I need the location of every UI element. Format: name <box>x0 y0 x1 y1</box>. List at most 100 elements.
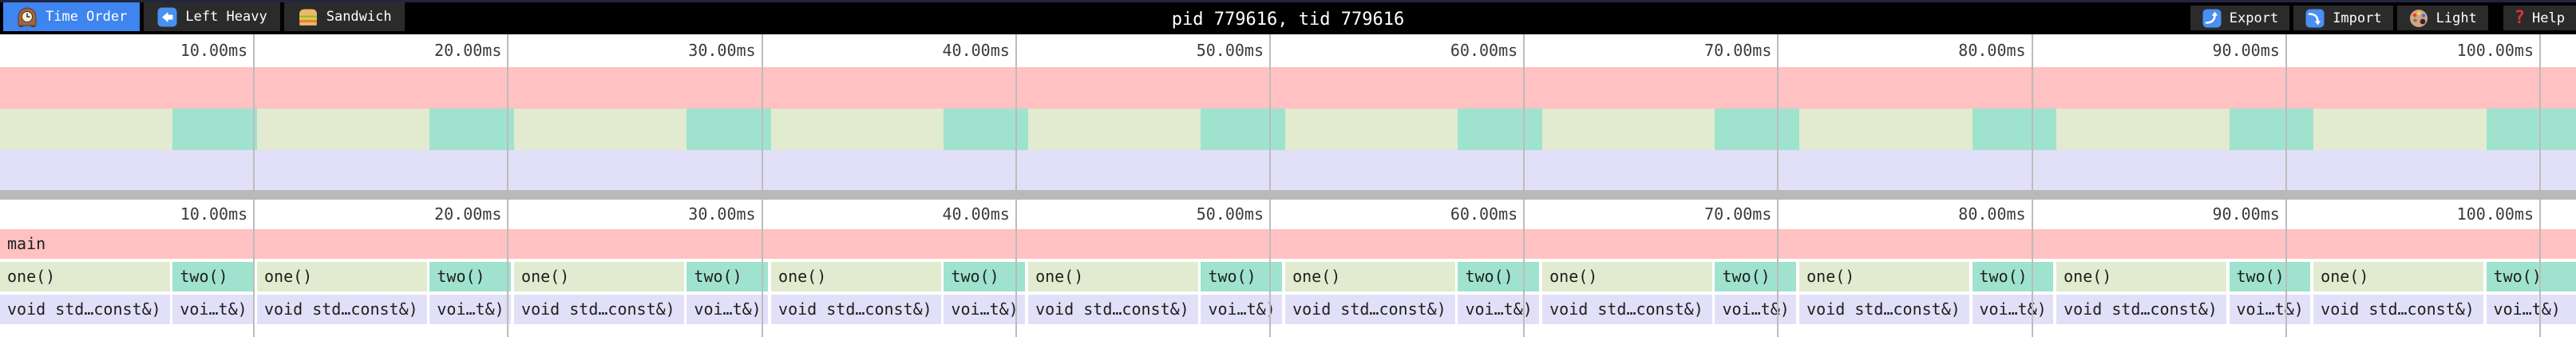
flame-frame-one[interactable]: one() <box>257 262 428 291</box>
flame-frame-two[interactable]: two() <box>944 262 1025 291</box>
minimap-frame-one[interactable] <box>1542 109 1715 150</box>
theme-toggle-button[interactable]: Light <box>2396 6 2488 30</box>
flame-axis-tick-label: 40.00ms <box>942 204 1010 224</box>
tab-left-heavy[interactable]: Left Heavy <box>144 2 280 31</box>
minimap-frame-two[interactable] <box>944 109 1029 150</box>
flame-frame-one-child[interactable]: void std…const&) <box>2313 295 2484 324</box>
frame-label: void std…const&) <box>7 299 161 319</box>
flame-frame-two-child[interactable]: voi…t&) <box>1972 295 2053 324</box>
minimap-frame-two[interactable] <box>2486 109 2576 150</box>
flame-frame-two[interactable]: two() <box>2486 262 2576 291</box>
minimap-axis-tick-label: 30.00ms <box>688 41 756 60</box>
grid-line <box>2539 34 2541 190</box>
grid-line <box>2031 34 2033 190</box>
flame-frame-two[interactable]: two() <box>172 262 254 291</box>
minimap-frame-two[interactable] <box>1715 109 1800 150</box>
flame-frame-one-child[interactable]: void std…const&) <box>1028 295 1199 324</box>
flame-frame-one-child[interactable]: void std…const&) <box>1542 295 1713 324</box>
profile-view: main one() two() void std…const&) voi…t&) one… <box>0 34 2576 337</box>
minimap-frame-children[interactable] <box>0 150 2576 190</box>
flame-frame-one[interactable]: one() <box>2313 262 2484 291</box>
frame-label: two() <box>180 267 228 286</box>
flame-frame-two[interactable]: two() <box>687 262 768 291</box>
flame-frame-two-child[interactable]: voi…t&) <box>1201 295 1282 324</box>
flame-frame-two-child[interactable]: voi…t&) <box>2229 295 2311 324</box>
minimap-frame-one[interactable] <box>257 109 430 150</box>
flame-frame-one[interactable]: one() <box>1799 262 1970 291</box>
flame-frame-one-child[interactable]: void std…const&) <box>257 295 428 324</box>
flame-frame-one-child[interactable]: void std…const&) <box>2056 295 2227 324</box>
minimap-frame-two[interactable] <box>1458 109 1543 150</box>
minimap-axis-tick-label: 80.00ms <box>1958 41 2026 60</box>
flame-frame-two[interactable]: two() <box>1715 262 1796 291</box>
frame-label: void std…const&) <box>1292 299 1446 319</box>
flame-frame-two-child[interactable]: voi…t&) <box>2486 295 2576 324</box>
minimap-frame-two[interactable] <box>429 109 515 150</box>
flame-frame-two-child[interactable]: voi…t&) <box>429 295 511 324</box>
flame-frame-main[interactable]: main <box>0 229 2576 259</box>
export-button[interactable]: Export <box>2190 6 2290 30</box>
flame-frame-two[interactable]: two() <box>2229 262 2311 291</box>
grid-line <box>253 34 255 190</box>
minimap-frame-one[interactable] <box>0 109 173 150</box>
flame-frame-one[interactable]: one() <box>1542 262 1713 291</box>
flame-frame-two[interactable]: two() <box>1458 262 1539 291</box>
flame-frame-two-child[interactable]: voi…t&) <box>172 295 254 324</box>
minimap-axis-tick-label: 100.00ms <box>2456 41 2534 60</box>
flame-frame-two-child[interactable]: voi…t&) <box>1715 295 1796 324</box>
tab-label: Left Heavy <box>185 9 267 25</box>
minimap-frame-two[interactable] <box>1201 109 1286 150</box>
frame-label: one() <box>521 267 570 286</box>
minimap-frame-one[interactable] <box>2056 109 2230 150</box>
minimap-axis-tick-label: 50.00ms <box>1196 41 1264 60</box>
minimap-frame-one[interactable] <box>1285 109 1458 150</box>
frame-label: two() <box>437 267 485 286</box>
frame-label: one() <box>2321 267 2369 286</box>
frame-label: void std…const&) <box>1549 299 1703 319</box>
flame-frame-two-child[interactable]: voi…t&) <box>944 295 1025 324</box>
minimap-frame-main[interactable] <box>0 67 2576 109</box>
help-button[interactable]: ? Help <box>2503 6 2576 30</box>
frame-label: voi…t&) <box>437 299 505 319</box>
minimap-frame-two[interactable] <box>1972 109 2057 150</box>
minimap-frame-two[interactable] <box>2229 109 2314 150</box>
frame-label: two() <box>694 267 742 286</box>
flame-frame-one[interactable]: one() <box>2056 262 2227 291</box>
flame-frame-one-child[interactable]: void std…const&) <box>1799 295 1970 324</box>
minimap-frame-one[interactable] <box>514 109 687 150</box>
flame-frame-two[interactable]: two() <box>1972 262 2053 291</box>
minimap-frame-one[interactable] <box>1028 109 1201 150</box>
minimap-frame-one[interactable] <box>2313 109 2487 150</box>
tab-sandwich[interactable]: Sandwich <box>283 2 405 31</box>
minimap-frame-two[interactable] <box>687 109 772 150</box>
flame-frame-one-child[interactable]: void std…const&) <box>771 295 942 324</box>
minimap-frame-one[interactable] <box>1799 109 1973 150</box>
frame-label: void std…const&) <box>2321 299 2475 319</box>
frame-label: voi…t&) <box>1979 299 2047 319</box>
tab-time-order[interactable]: Time Order <box>3 2 140 31</box>
flame-frame-one-child[interactable]: void std…const&) <box>0 295 171 324</box>
frame-label: two() <box>2236 267 2285 286</box>
flame-frame-one-child[interactable]: void std…const&) <box>514 295 685 324</box>
frame-label: two() <box>1979 267 2028 286</box>
flame-frame-two[interactable]: two() <box>429 262 511 291</box>
flame-frame-one[interactable]: one() <box>1028 262 1199 291</box>
minimap-frame-one[interactable] <box>771 109 944 150</box>
minimap-flamegraph-splitter[interactable] <box>0 190 2576 200</box>
grid-line <box>1269 200 1271 337</box>
frame-label: one() <box>264 267 313 286</box>
import-button[interactable]: Import <box>2293 6 2393 30</box>
grid-line <box>507 34 509 190</box>
flame-frame-one[interactable]: one() <box>1285 262 1456 291</box>
minimap-frame-two[interactable] <box>172 109 258 150</box>
flame-axis-tick-label: 80.00ms <box>1958 204 2026 224</box>
frame-label: voi…t&) <box>1465 299 1533 319</box>
frame-label: main <box>7 234 46 253</box>
flame-frame-one[interactable]: one() <box>771 262 942 291</box>
flame-frame-two-child[interactable]: voi…t&) <box>1458 295 1539 324</box>
flame-frame-two-child[interactable]: voi…t&) <box>687 295 768 324</box>
flame-frame-one[interactable]: one() <box>0 262 171 291</box>
flame-frame-one[interactable]: one() <box>514 262 685 291</box>
flame-frame-one-child[interactable]: void std…const&) <box>1285 295 1456 324</box>
flame-frame-two[interactable]: two() <box>1201 262 1282 291</box>
